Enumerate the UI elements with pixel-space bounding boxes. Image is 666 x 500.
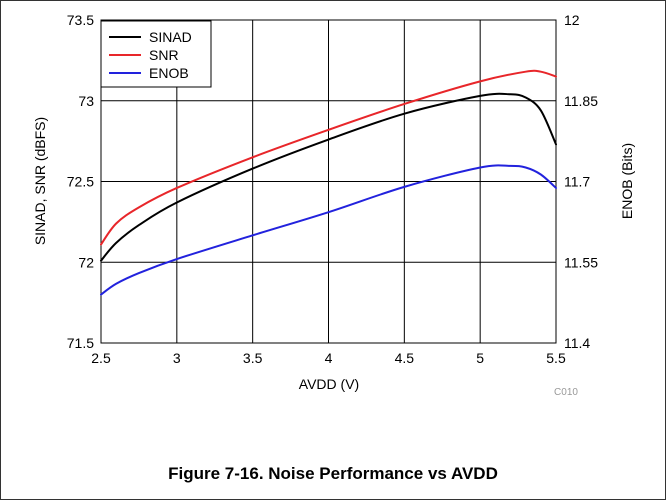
legend: SINAD SNR ENOB (100, 20, 212, 88)
y2-tick-label: 11.55 (564, 254, 598, 270)
x-tick-label: 2.5 (91, 350, 111, 366)
y2-axis-label: ENOB (Bits) (619, 143, 635, 219)
x-tick-label: 3 (173, 350, 181, 366)
legend-box (100, 20, 212, 88)
x-tick-label: 4.5 (395, 350, 415, 366)
series-line-snr (100, 69, 557, 246)
plot-frame (100, 19, 557, 344)
series-line-sinad (100, 92, 557, 262)
x-tick-label: 4 (325, 350, 333, 366)
legend-label-snr: SNR (149, 47, 179, 63)
x-tick-labels: 2.5 3 3.5 4 4.5 5 5.5 (91, 350, 566, 366)
figure-code: C010 (554, 387, 578, 398)
y2-tick-labels: 11.4 11.55 11.7 11.85 12 (564, 12, 598, 351)
y-tick-label: 73 (78, 93, 94, 109)
y-tick-labels: 71.5 72 72.5 73 73.5 (67, 12, 94, 351)
x-tick-label: 3.5 (243, 350, 263, 366)
legend-label-sinad: SINAD (149, 29, 192, 45)
y-tick-label: 72.5 (67, 174, 94, 190)
x-tick-label: 5.5 (546, 350, 566, 366)
series-layer (100, 69, 557, 296)
y2-tick-label: 11.4 (564, 335, 590, 351)
y2-tick-label: 11.85 (564, 93, 598, 109)
y-tick-label: 73.5 (67, 12, 94, 28)
x-axis-label: AVDD (V) (299, 376, 359, 392)
y-axis-label: SINAD, SNR (dBFS) (32, 117, 48, 245)
y-tick-label: 71.5 (67, 335, 94, 351)
legend-label-enob: ENOB (149, 65, 189, 81)
y2-tick-label: 11.7 (564, 174, 590, 190)
x-tick-label: 5 (476, 350, 484, 366)
y-tick-label: 72 (78, 254, 94, 270)
figure-caption: Figure 7-16. Noise Performance vs AVDD (168, 464, 498, 483)
series-line-enob (100, 164, 557, 296)
y2-tick-label: 12 (564, 12, 580, 28)
